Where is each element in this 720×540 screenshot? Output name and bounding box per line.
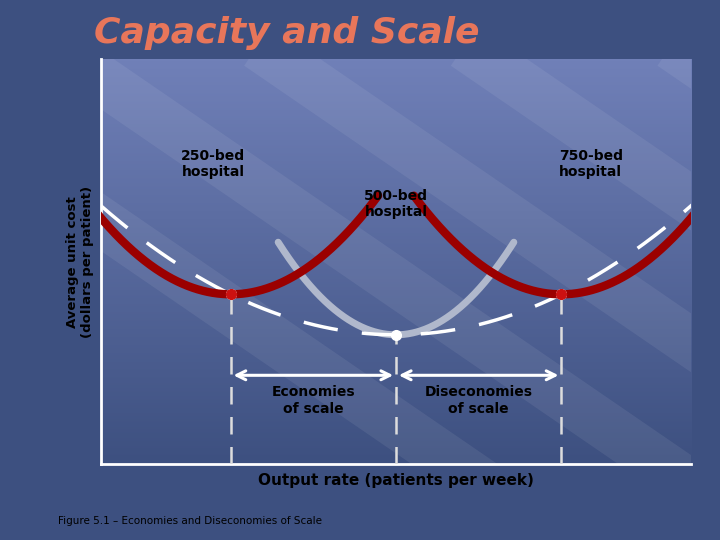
Text: 500-bed
hospital: 500-bed hospital — [364, 189, 428, 219]
Text: Diseconomies
of scale: Diseconomies of scale — [425, 386, 533, 416]
Text: 250-bed
hospital: 250-bed hospital — [181, 148, 245, 179]
Text: Figure 5.1 – Economies and Diseconomies of Scale: Figure 5.1 – Economies and Diseconomies … — [58, 516, 322, 526]
Text: Capacity and Scale: Capacity and Scale — [94, 16, 479, 50]
X-axis label: Output rate (patients per week): Output rate (patients per week) — [258, 472, 534, 488]
Text: 750-bed
hospital: 750-bed hospital — [559, 148, 623, 179]
Y-axis label: Average unit cost
(dollars per patient): Average unit cost (dollars per patient) — [66, 186, 94, 338]
Text: Economies
of scale: Economies of scale — [271, 386, 355, 416]
